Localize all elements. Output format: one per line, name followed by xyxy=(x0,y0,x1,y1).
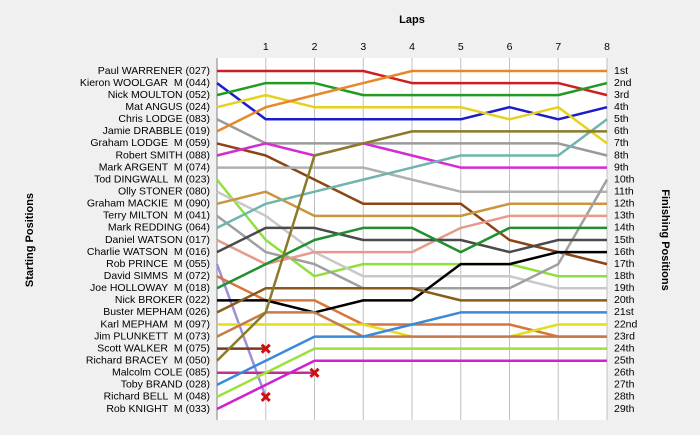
finish-label: 25th xyxy=(614,354,635,366)
chart-title: Laps xyxy=(399,14,425,26)
finish-label: 1st xyxy=(614,65,628,77)
retired-marker xyxy=(260,391,271,402)
driver-line xyxy=(216,142,607,169)
finish-label: 21st xyxy=(614,306,634,318)
start-label: Paul WARRENER (027) xyxy=(98,65,210,77)
driver-line xyxy=(217,166,607,193)
start-label: David SIMMS M (072) xyxy=(104,270,210,282)
start-label: Nick BROKER (022) xyxy=(115,294,210,306)
finish-label: 9th xyxy=(614,161,629,173)
finish-label: 6th xyxy=(614,125,629,137)
start-label: Robert SMITH (088) xyxy=(115,149,210,161)
start-label: Jim PLUNKETT M (073) xyxy=(94,330,210,342)
start-label: Graham LODGE M (059) xyxy=(90,137,210,149)
finish-label: 12th xyxy=(614,198,635,210)
start-label: Charlie WATSON M (016) xyxy=(87,246,210,258)
driver-line xyxy=(216,311,607,338)
driver-line xyxy=(216,69,607,133)
x-tick-label: 5 xyxy=(458,41,464,53)
retired-cross xyxy=(309,367,320,378)
finish-label: 5th xyxy=(614,113,629,125)
driver-line xyxy=(216,118,608,230)
x-tick-label: 4 xyxy=(409,41,415,53)
driver-line xyxy=(216,118,608,157)
retired-cross xyxy=(260,391,271,402)
driver-line xyxy=(216,93,608,145)
start-label: Toby BRAND (028) xyxy=(121,379,210,391)
x-tick-label: 6 xyxy=(507,41,513,53)
start-label: Rob PRINCE M (055) xyxy=(106,258,210,270)
start-label: Jamie DRABBLE (019) xyxy=(103,125,210,137)
finish-label: 26th xyxy=(614,367,635,379)
driver-line xyxy=(217,250,607,314)
start-label: Mark ARGENT M (074) xyxy=(99,161,210,173)
driver-line xyxy=(216,311,607,386)
finish-label: 15th xyxy=(614,234,635,246)
start-label: Richard BELL M (048) xyxy=(104,391,210,403)
start-label: Olly STONER (080) xyxy=(118,185,210,197)
finish-label: 23rd xyxy=(614,330,635,342)
y-label-left: Starting Positions xyxy=(24,193,36,287)
finish-label: 7th xyxy=(614,137,629,149)
start-label: Richard BRACEY M (050) xyxy=(86,354,210,366)
driver-line xyxy=(216,287,607,314)
driver-line xyxy=(216,347,607,399)
finish-label: 10th xyxy=(614,173,635,185)
y-label-right: Finishing Positions xyxy=(659,189,671,290)
x-tick-label: 8 xyxy=(604,41,610,53)
finish-label: 16th xyxy=(614,246,635,258)
retired-marker xyxy=(260,343,271,354)
start-label: Karl MEPHAM M (097) xyxy=(100,318,210,330)
finish-label: 28th xyxy=(614,391,635,403)
finish-label: 4th xyxy=(614,101,629,113)
retired-marker xyxy=(309,367,320,378)
retired-cross xyxy=(260,343,271,354)
start-label: Buster MEPHAM (026) xyxy=(103,306,210,318)
finish-label: 11th xyxy=(614,185,634,197)
x-tick-label: 2 xyxy=(312,41,318,53)
start-label: Mat ANGUS (024) xyxy=(125,101,210,113)
finish-label: 20th xyxy=(614,294,635,306)
finish-label: 13th xyxy=(614,210,635,222)
driver-line xyxy=(215,263,267,398)
driver-line xyxy=(216,82,608,121)
finish-label: 3rd xyxy=(614,89,629,101)
start-label: Daniel WATSON (017) xyxy=(105,234,210,246)
finish-label: 27th xyxy=(614,379,635,391)
finish-label: 22nd xyxy=(614,318,638,330)
start-label: Joe HOLLOWAY M (018) xyxy=(90,282,210,294)
x-tick-label: 3 xyxy=(360,41,366,53)
start-label: Malcolm COLE (085) xyxy=(112,367,210,379)
start-label: Tod DINGWALL M (023) xyxy=(94,173,210,185)
x-tick-label: 1 xyxy=(263,41,269,53)
finish-label: 18th xyxy=(614,270,635,282)
driver-line xyxy=(216,130,607,362)
driver-line xyxy=(216,226,607,254)
start-label: Chris LODGE (083) xyxy=(118,113,210,125)
finish-label: 24th xyxy=(614,342,635,354)
finish-label: 2nd xyxy=(614,77,632,89)
driver-line xyxy=(216,142,608,266)
start-label: Scott WALKER M (075) xyxy=(97,342,210,354)
start-label: Kieron WOOLGAR M (044) xyxy=(80,77,210,89)
finish-label: 17th xyxy=(614,258,635,270)
start-label: Rob KNIGHT M (033) xyxy=(106,403,210,415)
finish-label: 8th xyxy=(614,149,629,161)
finish-label: 29th xyxy=(614,403,635,415)
start-label: Mark REDDING (064) xyxy=(108,222,210,234)
driver-line xyxy=(216,359,607,411)
start-label: Nick MOULTON (052) xyxy=(108,89,210,101)
finish-label: 19th xyxy=(614,282,635,294)
start-label: Graham MACKIE M (090) xyxy=(87,198,210,210)
x-tick-label: 7 xyxy=(555,41,561,53)
start-label: Terry MILTON M (041) xyxy=(103,210,210,222)
driver-line xyxy=(217,69,608,97)
finish-label: 14th xyxy=(614,222,635,234)
driver-line xyxy=(216,81,608,97)
